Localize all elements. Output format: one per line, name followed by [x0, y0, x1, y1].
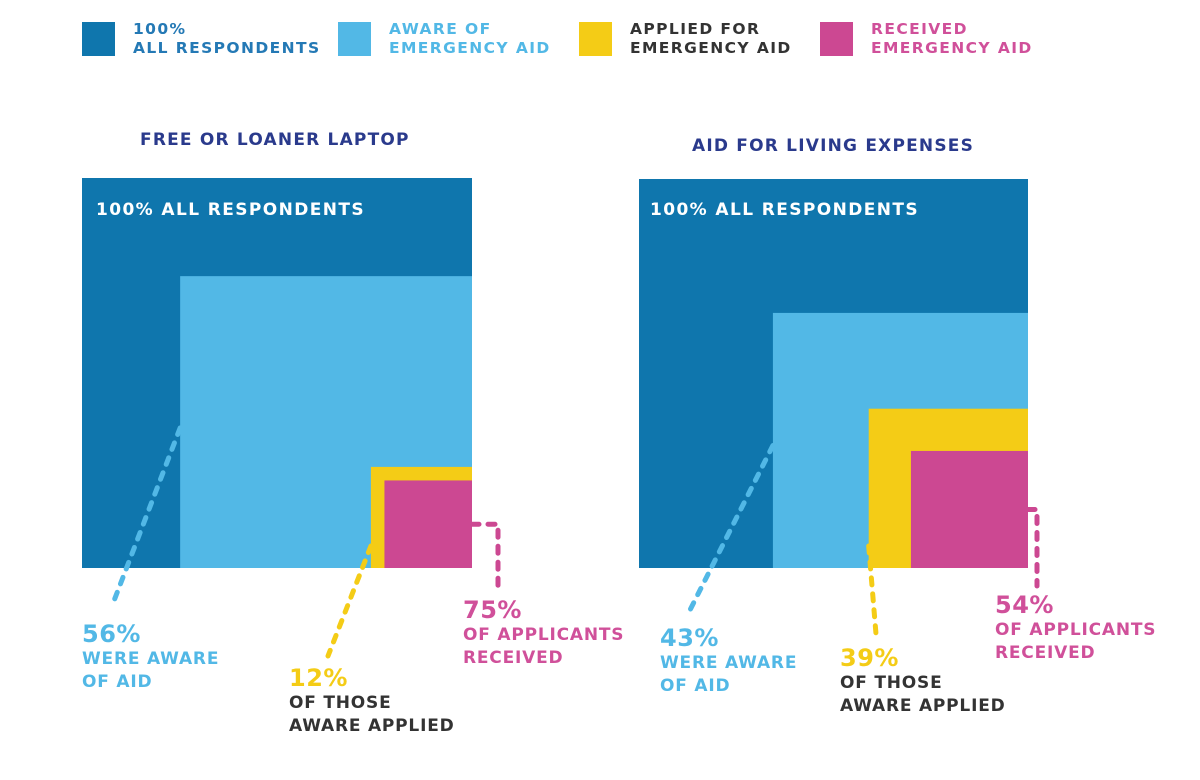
base-label-living-expenses: 100% ALL RESPONDENTS: [650, 200, 920, 220]
annotation-line: OF THOSE: [289, 693, 392, 713]
legend-item-applied: APPLIED FOR EMERGENCY AID: [579, 20, 792, 58]
legend-item-aware: AWARE OF EMERGENCY AID: [338, 20, 551, 58]
leader-line-received: [1025, 506, 1040, 589]
legend-label-line: EMERGENCY AID: [389, 39, 551, 57]
legend-label-line: AWARE OF: [389, 20, 492, 38]
annotation-line: OF AID: [82, 672, 153, 692]
leader-line-received: [469, 521, 501, 589]
annotation-line: OF AID: [660, 676, 731, 696]
legend-label-line: 100%: [133, 20, 187, 38]
legend-swatch-received: [820, 22, 853, 56]
annotation-pct: 54%: [995, 591, 1054, 619]
annotation-pct: 12%: [289, 664, 348, 692]
annotation-line: OF APPLICANTS: [995, 620, 1157, 640]
legend-label-aware: AWARE OF EMERGENCY AID: [389, 20, 551, 58]
annotation-applied-living-expenses: 39% OF THOSE AWARE APPLIED: [840, 644, 1006, 718]
annotation-received-living-expenses: 54% OF APPLICANTS RECEIVED: [995, 591, 1156, 665]
legend-label-line: RECEIVED: [871, 20, 968, 38]
legend-label-line: APPLIED FOR: [630, 20, 761, 38]
leader-line-aware: [109, 425, 183, 609]
legend-label-received: RECEIVED EMERGENCY AID: [871, 20, 1033, 58]
legend-item-all-respondents: 100% ALL RESPONDENTS: [82, 20, 321, 58]
annotation-aware-living-expenses: 43% WERE AWARE OF AID: [660, 624, 797, 698]
annotation-line: WERE AWARE: [82, 649, 220, 669]
annotation-line: OF APPLICANTS: [463, 625, 625, 645]
legend-swatch-applied: [579, 22, 612, 56]
legend-label-line: ALL RESPONDENTS: [133, 39, 321, 57]
annotation-line: AWARE APPLIED: [289, 716, 455, 736]
annotation-line: AWARE APPLIED: [840, 696, 1006, 716]
annotation-aware-laptop: 56% WERE AWARE OF AID: [82, 620, 219, 694]
annotation-pct: 43%: [660, 624, 719, 652]
annotation-line: RECEIVED: [463, 648, 564, 668]
legend-label-line: EMERGENCY AID: [871, 39, 1033, 57]
annotation-received-laptop: 75% OF APPLICANTS RECEIVED: [463, 596, 624, 670]
annotation-line: RECEIVED: [995, 643, 1096, 663]
legend-item-received: RECEIVED EMERGENCY AID: [820, 20, 1033, 58]
legend-swatch-all: [82, 22, 115, 56]
legend-label-applied: APPLIED FOR EMERGENCY AID: [630, 20, 792, 58]
annotation-applied-laptop: 12% OF THOSE AWARE APPLIED: [289, 664, 455, 738]
leader-line-applied: [866, 543, 879, 637]
leader-line-aware: [687, 443, 776, 613]
legend-label-line: EMERGENCY AID: [630, 39, 792, 57]
chart-title-laptop: FREE OR LOANER LAPTOP: [140, 130, 410, 150]
chart-title-living-expenses: AID FOR LIVING EXPENSES: [692, 136, 975, 156]
base-label-laptop: 100% ALL RESPONDENTS: [96, 200, 366, 220]
square-received: [910, 450, 1028, 568]
annotation-pct: 39%: [840, 644, 899, 672]
annotation-pct: 56%: [82, 620, 141, 648]
legend-swatch-aware: [338, 22, 371, 56]
annotation-pct: 75%: [463, 596, 522, 624]
square-received: [384, 480, 472, 568]
legend-label-all: 100% ALL RESPONDENTS: [133, 20, 321, 58]
annotation-line: OF THOSE: [840, 673, 943, 693]
annotation-line: WERE AWARE: [660, 653, 798, 673]
leader-line-applied: [325, 543, 374, 659]
